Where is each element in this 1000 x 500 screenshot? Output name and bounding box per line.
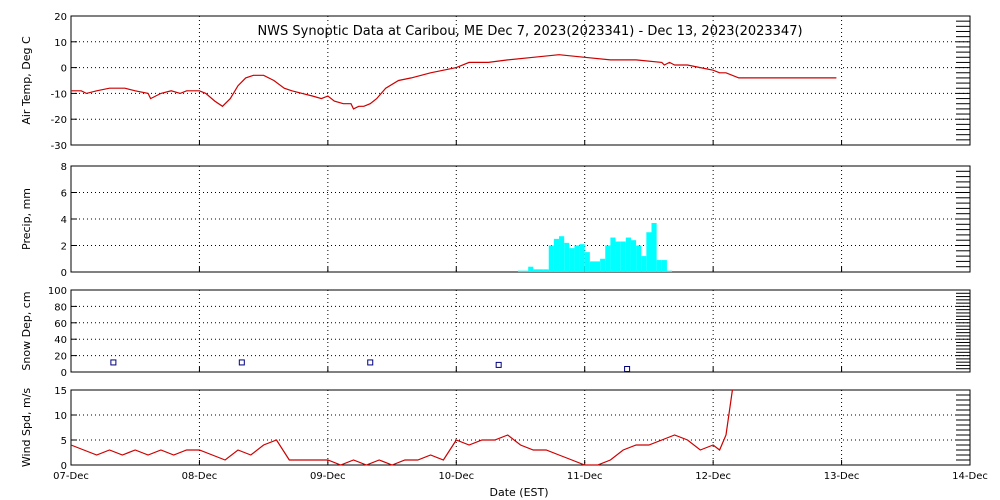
precip-panel: 8 6 4 2 0 Precip, mm: [20, 162, 971, 279]
temp-series-line: [71, 54, 837, 110]
precip-bar: [625, 237, 631, 272]
x-tick-label: 11-Dec: [567, 471, 603, 482]
precip-bar: [636, 245, 642, 272]
temp-ytick-label: -10: [51, 89, 67, 100]
precip-ytick-label: 4: [61, 215, 67, 226]
snow-point: [367, 359, 374, 366]
x-tick-label: 12-Dec: [695, 471, 731, 482]
wind-ylabel: Wind Spd, m/s: [20, 388, 33, 468]
temp-panel: 20 10 0 -10 -20 -30 Air Temp, Deg C: [20, 12, 971, 152]
precip-bar: [579, 244, 585, 272]
precip-bar: [610, 237, 616, 272]
precip-bar: [569, 248, 575, 272]
wind-frame: [70, 389, 971, 466]
precip-ytick-label: 8: [61, 162, 67, 173]
precip-bar: [646, 232, 652, 272]
wind-ytick-label: 0: [61, 461, 67, 472]
temp-frame: [70, 15, 971, 146]
precip-bar: [564, 242, 570, 272]
wind-ytick-label: 15: [54, 386, 67, 397]
snow-ytick-label: 20: [54, 352, 67, 363]
precip-bar: [589, 261, 595, 272]
snow-ylabel: Snow Dep, cm: [20, 291, 33, 370]
precip-bar: [600, 258, 606, 272]
precip-bar: [548, 245, 554, 272]
precip-bar: [538, 269, 544, 272]
snow-ytick-label: 0: [61, 368, 67, 379]
snow-point: [110, 359, 117, 366]
temp-ytick-label: 0: [61, 64, 67, 75]
snow-point: [495, 361, 502, 368]
x-tick-label: 07-Dec: [53, 471, 89, 482]
temp-ytick-label: 10: [54, 38, 67, 49]
wind-panel: 15 10 5 0 Wind Spd, m/s: [20, 386, 971, 472]
temp-ylabel: Air Temp, Deg C: [20, 36, 33, 125]
snow-frame: [70, 289, 971, 373]
precip-bar: [651, 222, 657, 272]
precip-bar: [661, 260, 667, 272]
precip-bar: [615, 241, 621, 272]
precip-ytick-label: 0: [61, 268, 67, 279]
precip-ytick-label: 2: [61, 242, 67, 253]
x-axis: 07-Dec 08-Dec 09-Dec 10-Dec 11-Dec 12-Dec 13-D…: [53, 471, 988, 482]
snow-panel: 100 80 60 40 20 0 Snow Dep, cm: [20, 286, 971, 379]
x-tick-label: 14-Dec: [952, 471, 988, 482]
precip-bar: [553, 238, 560, 272]
wind-ytick-label: 10: [54, 411, 67, 422]
precip-bar: [656, 260, 662, 272]
snow-ytick-label: 60: [54, 319, 67, 330]
snow-point: [238, 359, 245, 366]
wind-series-line: [70, 389, 733, 466]
precip-ytick-label: 6: [61, 189, 67, 200]
snow-ytick-label: 40: [54, 335, 67, 346]
temp-ytick-label: -20: [51, 115, 67, 126]
precip-bar: [666, 270, 673, 272]
chart-title: NWS Synoptic Data at Caribou, ME Dec 7, …: [257, 24, 802, 39]
precip-ylabel: Precip, mm: [20, 188, 33, 250]
x-tick-label: 10-Dec: [438, 471, 474, 482]
precip-bar: [559, 236, 565, 272]
snow-ytick-label: 80: [54, 302, 67, 313]
precip-bar: [533, 269, 539, 272]
precip-bar: [594, 261, 601, 272]
temp-ytick-label: -30: [51, 141, 67, 152]
precip-bar: [517, 270, 524, 272]
precip-bar: [584, 252, 590, 272]
precip-bar: [605, 245, 611, 272]
precip-bar: [641, 256, 647, 272]
precip-bar: [543, 269, 549, 272]
x-tick-label: 09-Dec: [310, 471, 346, 482]
precip-bar: [620, 241, 626, 272]
temp-ytick-label: 20: [54, 12, 67, 23]
snow-ytick-label: 100: [48, 286, 67, 297]
x-axis-label: Date (EST): [489, 486, 548, 499]
precip-bar: [630, 240, 637, 272]
x-tick-label: 13-Dec: [824, 471, 860, 482]
x-tick-label: 08-Dec: [182, 471, 218, 482]
precip-bar: [574, 245, 580, 272]
snow-point: [624, 366, 631, 372]
precip-bar: [528, 266, 534, 272]
wind-ytick-label: 5: [61, 436, 67, 447]
precip-bar: [523, 270, 529, 272]
